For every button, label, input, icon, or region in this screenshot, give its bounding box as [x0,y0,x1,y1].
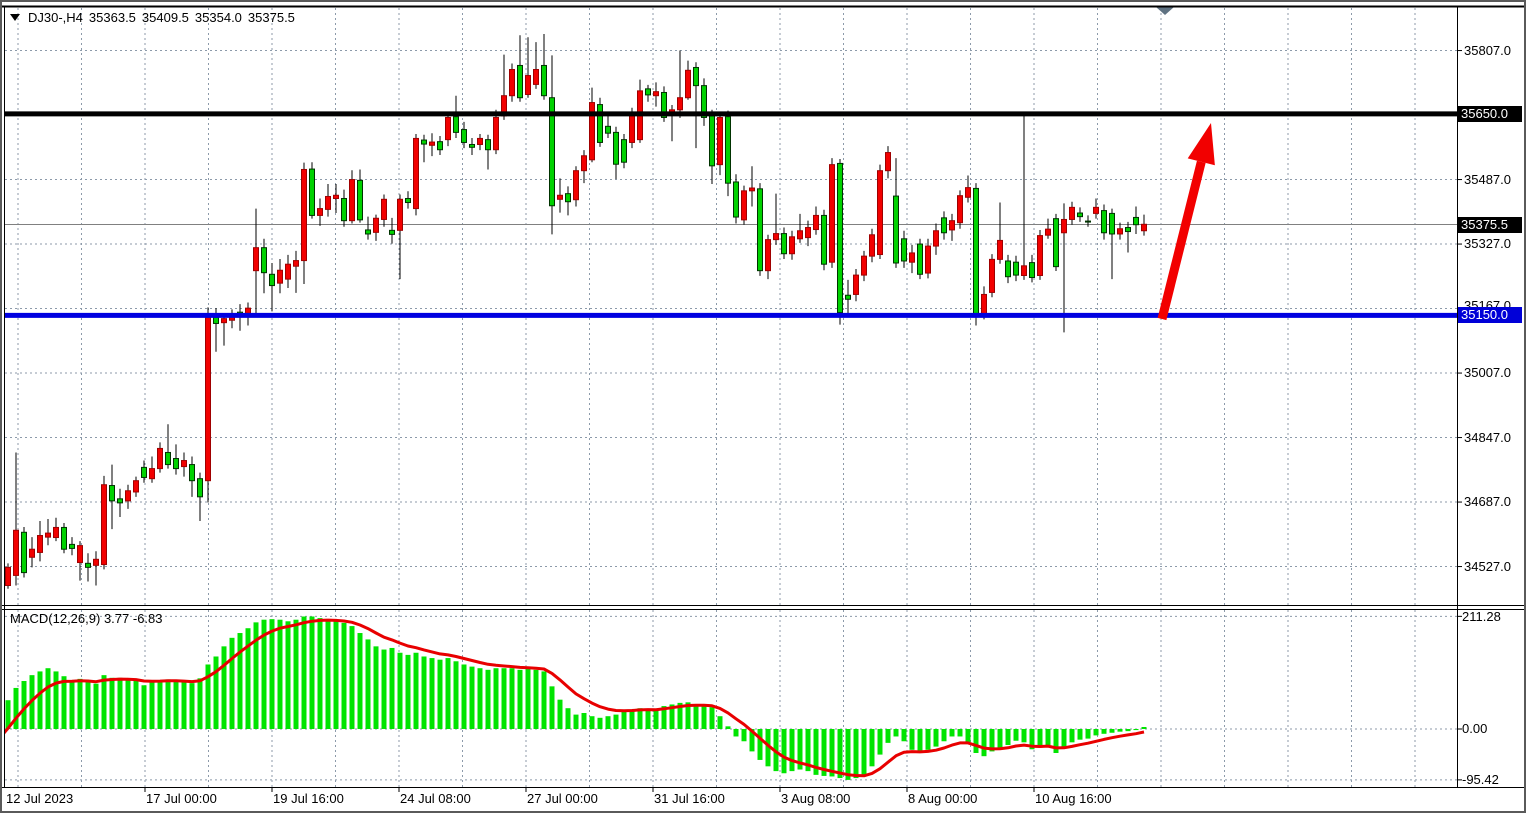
ohlc-high-value: 35409.5 [141,10,189,25]
macd-name: MACD(12,26,9) [10,611,101,626]
macd-indicator-label: MACD(12,26,9) 3.77 -6.83 [10,611,163,626]
symbol-timeframe-label: DJ30-,H4 [28,10,83,25]
ohlc-close-value: 35375.5 [247,10,295,25]
ohlc-low-value: 35354.0 [194,10,242,25]
chart-title: DJ30-,H4 35363.5 35409.5 35354.0 35375.5 [10,10,295,25]
macd-main-value: 3.77 [103,611,130,626]
macd-signal-value: -6.83 [132,611,163,626]
ohlc-open-value: 35363.5 [88,10,136,25]
symbol-dropdown-icon[interactable] [10,14,20,21]
